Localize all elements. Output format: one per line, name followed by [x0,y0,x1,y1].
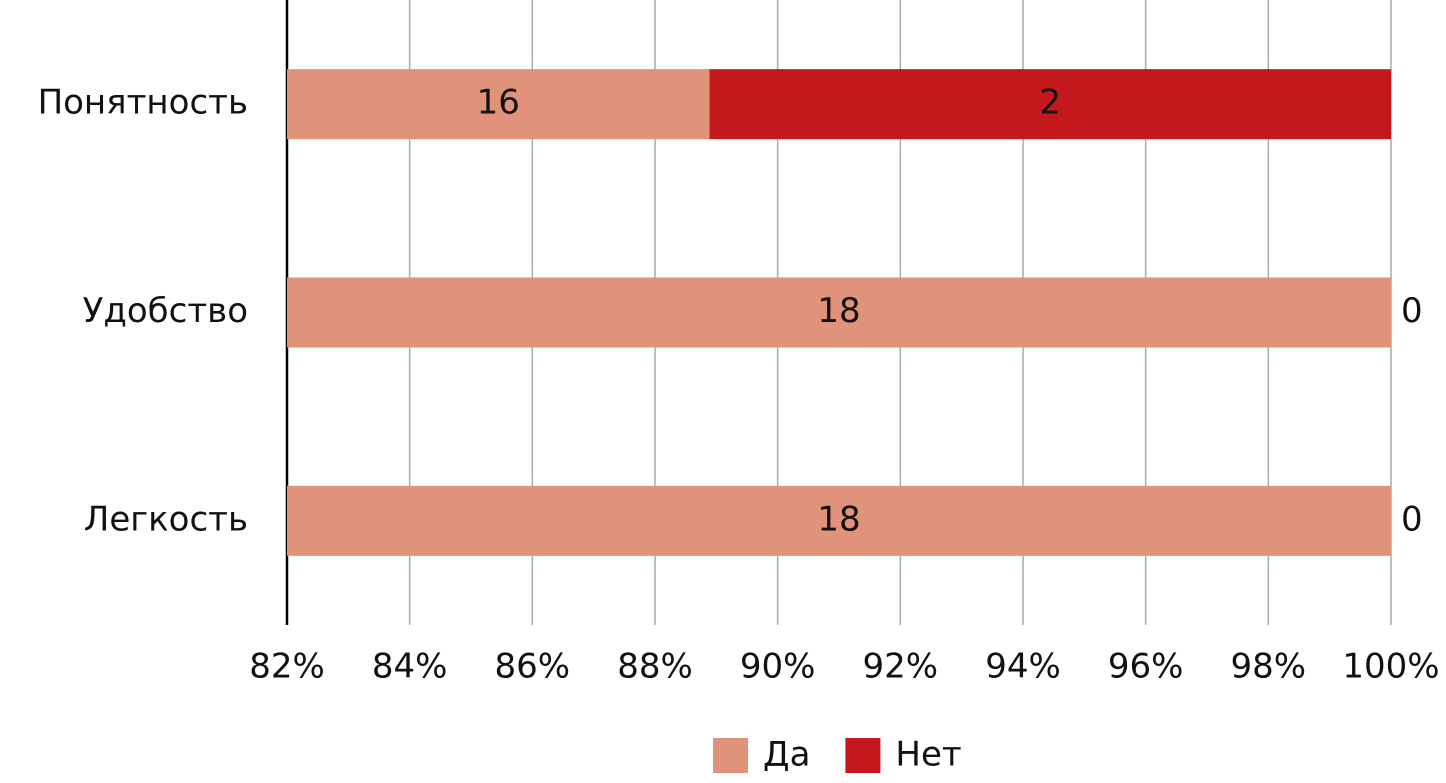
legend-label: Да [763,735,810,775]
labels: 82% 84% 86% 88% 90% 92% 94% 96% 98% 100% Понятност… [38,83,1440,775]
bar-segment [287,485,1391,556]
x-tick-label: 96% [1108,647,1184,687]
x-tick-label: 98% [1231,647,1307,687]
x-tick-label: 82% [249,647,325,687]
data-label: 0 [1401,291,1423,331]
data-label: 18 [817,499,860,539]
y-tick-label: Понятность [38,83,248,123]
legend-swatch [845,738,881,773]
x-tick-label: 84% [372,647,448,687]
x-tick-label: 100% [1342,647,1439,687]
x-tick-label: 94% [985,647,1061,687]
bar-segment [287,277,1391,348]
bar-segment [709,69,1391,140]
legend-label: Нет [895,735,961,775]
bar-segment [287,69,710,140]
data-label: 2 [1039,83,1061,123]
bars [287,69,1391,556]
x-tick-label: 90% [740,647,816,687]
x-tick-label: 86% [495,647,571,687]
x-tick-label: 88% [617,647,693,687]
y-tick-label: Легкость [84,499,248,539]
data-label: 18 [817,291,860,331]
data-label: 0 [1401,499,1423,539]
y-tick-label: Удобство [83,291,248,331]
legend-swatch [713,738,748,773]
x-tick-label: 92% [863,647,939,687]
data-label: 16 [477,83,520,123]
